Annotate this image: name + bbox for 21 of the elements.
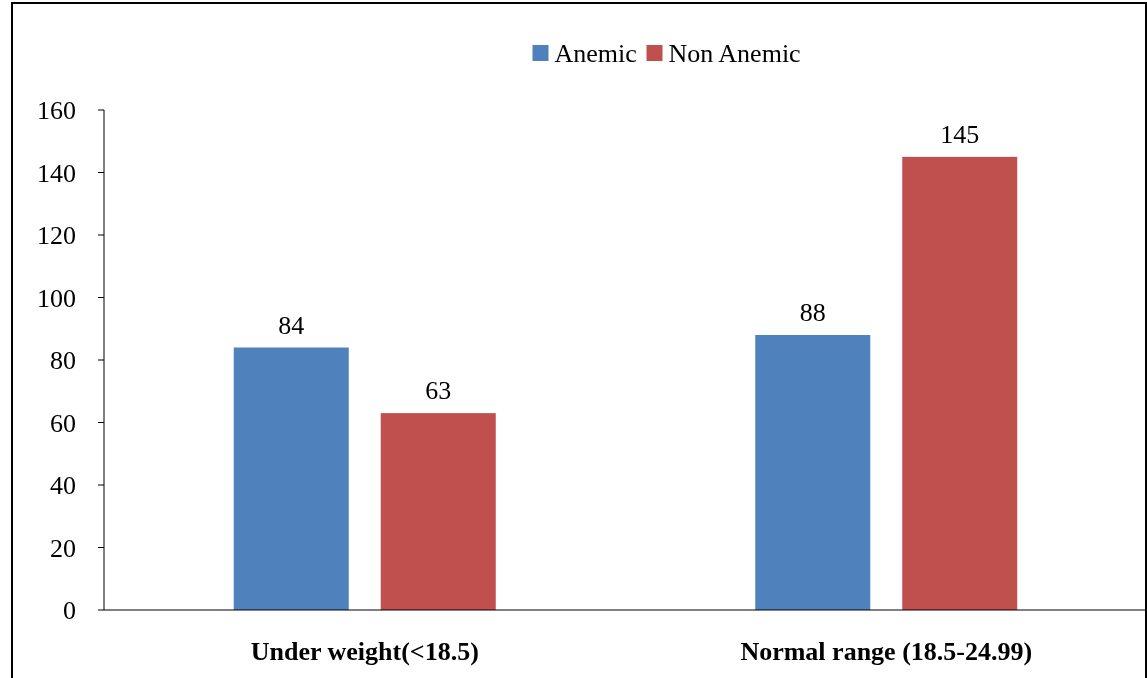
- y-tick-label: 100: [37, 283, 76, 313]
- x-tick-label: Normal range (18.5-24.99): [740, 637, 1033, 666]
- bar: [233, 347, 349, 610]
- y-tick-label: 0: [63, 596, 76, 625]
- y-tick-label: 80: [50, 346, 76, 375]
- data-label: 145: [940, 119, 980, 149]
- y-tick-label: 160: [37, 96, 76, 125]
- bar: [380, 413, 496, 610]
- data-label: 63: [425, 376, 452, 406]
- bar: [755, 335, 871, 610]
- y-tick-label: 20: [50, 533, 76, 563]
- bar: [902, 156, 1018, 610]
- y-tick-label: 40: [50, 471, 76, 500]
- data-label: 88: [799, 298, 826, 327]
- legend-label: Non Anemic: [668, 39, 801, 68]
- x-tick-label: Under weight(<18.5): [250, 637, 479, 666]
- data-label: 84: [278, 310, 305, 340]
- y-tick-label: 120: [37, 221, 76, 250]
- y-tick-label: 60: [50, 408, 76, 438]
- legend-label: Anemic: [554, 39, 637, 68]
- y-tick-label: 140: [37, 158, 76, 188]
